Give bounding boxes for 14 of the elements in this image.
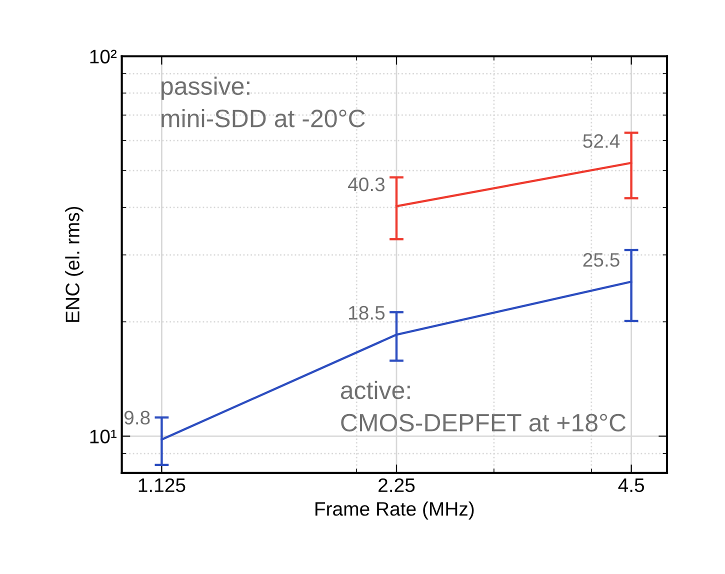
x-tick-label: 2.25 xyxy=(378,478,415,492)
data-label: 18.5 xyxy=(349,306,385,320)
x-tick-label: 4.5 xyxy=(618,478,644,492)
x-axis-title: Frame Rate (MHz) xyxy=(316,502,474,520)
data-label: 52.4 xyxy=(583,134,620,148)
annotation: passive: mini-SDD at -20°C xyxy=(162,76,365,128)
data-label: 25.5 xyxy=(583,252,620,267)
data-label: 9.8 xyxy=(124,410,150,425)
y-axis-title: ENC (el. rms) xyxy=(65,206,84,322)
annotation: active: CMOS-DEPFET at +18°C xyxy=(340,380,626,432)
y-tick-label: 10¹ xyxy=(90,430,117,444)
data-label: 40.3 xyxy=(348,177,385,192)
y-tick-label: 10² xyxy=(90,50,117,64)
x-tick-label: 1.125 xyxy=(138,478,186,492)
